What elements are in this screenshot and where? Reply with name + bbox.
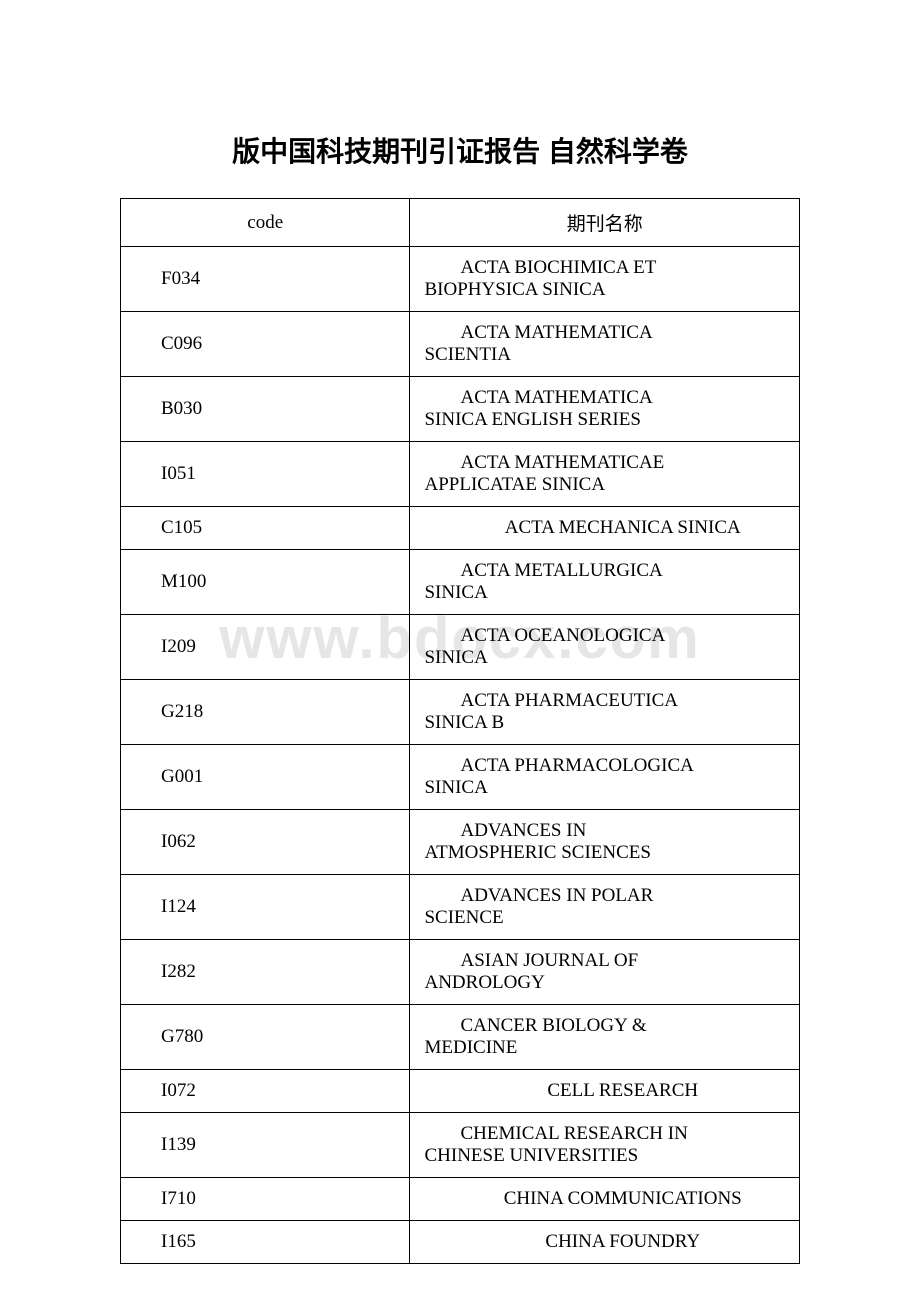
journal-name-cell: CHEMICAL RESEARCH INCHINESE UNIVERSITIES [410,1113,800,1178]
journal-name-line2: SINICA ENGLISH SERIES [424,409,785,431]
journal-name-line2: SINICA [424,647,785,669]
journal-name-cell: ADVANCES IN POLARSCIENCE [410,875,800,940]
table-row: I051ACTA MATHEMATICAEAPPLICATAE SINICA [121,442,800,507]
table-row: C096ACTA MATHEMATICASCIENTIA [121,312,800,377]
table-row: B030ACTA MATHEMATICASINICA ENGLISH SERIE… [121,377,800,442]
code-cell: C105 [121,507,410,550]
journal-name-cell: CHINA COMMUNICATIONS [410,1178,800,1221]
code-cell: M100 [121,550,410,615]
journal-name-cell: ASIAN JOURNAL OFANDROLOGY [410,940,800,1005]
code-cell: I124 [121,875,410,940]
table-row: I710 CHINA COMMUNICATIONS [121,1178,800,1221]
code-cell: I139 [121,1113,410,1178]
journal-name-cell: ACTA MECHANICA SINICA [410,507,800,550]
journal-name-cell: ACTA MATHEMATICAEAPPLICATAE SINICA [410,442,800,507]
journal-name-cell: CANCER BIOLOGY &MEDICINE [410,1005,800,1070]
journal-name-cell: ACTA OCEANOLOGICASINICA [410,615,800,680]
journal-name-line1: ACTA BIOCHIMICA ET [424,257,785,279]
journal-name-cell: ACTA PHARMACEUTICASINICA B [410,680,800,745]
code-cell: C096 [121,312,410,377]
table-row: G218ACTA PHARMACEUTICASINICA B [121,680,800,745]
journal-name-cell: ACTA MATHEMATICASINICA ENGLISH SERIES [410,377,800,442]
journal-name-line1: ACTA OCEANOLOGICA [424,625,785,647]
code-cell: I051 [121,442,410,507]
journal-name-line2: MEDICINE [424,1037,785,1059]
journal-name-line1: CHEMICAL RESEARCH IN [424,1123,785,1145]
page-title: 版中国科技期刊引证报告 自然科学卷 [0,130,920,170]
table-row: I282ASIAN JOURNAL OFANDROLOGY [121,940,800,1005]
journal-name-line1: ASIAN JOURNAL OF [424,950,785,972]
journal-name-line2: SINICA [424,777,785,799]
table-header-row: code 期刊名称 [121,199,800,247]
table-row: C105 ACTA MECHANICA SINICA [121,507,800,550]
table-row: G780CANCER BIOLOGY &MEDICINE [121,1005,800,1070]
table-row: I072 CELL RESEARCH [121,1070,800,1113]
header-name: 期刊名称 [410,199,800,247]
journal-name-line2: SCIENTIA [424,344,785,366]
code-cell: I209 [121,615,410,680]
journal-name-line1: CHINA FOUNDRY [424,1231,785,1253]
journal-name-line2: CHINESE UNIVERSITIES [424,1145,785,1167]
journal-name-line2: SCIENCE [424,907,785,929]
code-cell: F034 [121,247,410,312]
code-cell: I282 [121,940,410,1005]
table-row: M100ACTA METALLURGICASINICA [121,550,800,615]
code-cell: G780 [121,1005,410,1070]
journal-table: code 期刊名称 F034ACTA BIOCHIMICA ETBIOPHYSI… [120,198,800,1264]
journal-name-cell: ACTA PHARMACOLOGICASINICA [410,745,800,810]
header-code: code [121,199,410,247]
journal-name-cell: ACTA METALLURGICASINICA [410,550,800,615]
journal-name-line2: SINICA [424,582,785,604]
table-row: I209ACTA OCEANOLOGICASINICA [121,615,800,680]
journal-name-line1: ACTA PHARMACEUTICA [424,690,785,712]
journal-name-cell: ACTA BIOCHIMICA ETBIOPHYSICA SINICA [410,247,800,312]
journal-name-line1: ACTA MATHEMATICA [424,387,785,409]
table-row: G001ACTA PHARMACOLOGICASINICA [121,745,800,810]
code-cell: I710 [121,1178,410,1221]
journal-name-line1: ACTA PHARMACOLOGICA [424,755,785,777]
journal-name-line1: CHINA COMMUNICATIONS [424,1188,785,1210]
journal-name-line1: ADVANCES IN POLAR [424,885,785,907]
journal-name-line1: CANCER BIOLOGY & [424,1015,785,1037]
table-row: I165 CHINA FOUNDRY [121,1221,800,1264]
journal-name-cell: CELL RESEARCH [410,1070,800,1113]
journal-name-line2: SINICA B [424,712,785,734]
code-cell: G001 [121,745,410,810]
table-row: I139CHEMICAL RESEARCH INCHINESE UNIVERSI… [121,1113,800,1178]
table-row: F034ACTA BIOCHIMICA ETBIOPHYSICA SINICA [121,247,800,312]
journal-name-line1: CELL RESEARCH [424,1080,785,1102]
journal-name-line1: ACTA MECHANICA SINICA [424,517,785,539]
journal-name-line1: ACTA MATHEMATICA [424,322,785,344]
journal-name-line1: ACTA MATHEMATICAE [424,452,785,474]
code-cell: B030 [121,377,410,442]
journal-name-line2: ATMOSPHERIC SCIENCES [424,842,785,864]
journal-name-line2: BIOPHYSICA SINICA [424,279,785,301]
code-cell: G218 [121,680,410,745]
table-row: I062ADVANCES INATMOSPHERIC SCIENCES [121,810,800,875]
journal-name-line1: ACTA METALLURGICA [424,560,785,582]
journal-name-cell: CHINA FOUNDRY [410,1221,800,1264]
code-cell: I062 [121,810,410,875]
table-row: I124ADVANCES IN POLARSCIENCE [121,875,800,940]
journal-name-line2: ANDROLOGY [424,972,785,994]
journal-name-cell: ACTA MATHEMATICASCIENTIA [410,312,800,377]
journal-name-cell: ADVANCES INATMOSPHERIC SCIENCES [410,810,800,875]
journal-name-line2: APPLICATAE SINICA [424,474,785,496]
journal-name-line1: ADVANCES IN [424,820,785,842]
code-cell: I165 [121,1221,410,1264]
code-cell: I072 [121,1070,410,1113]
